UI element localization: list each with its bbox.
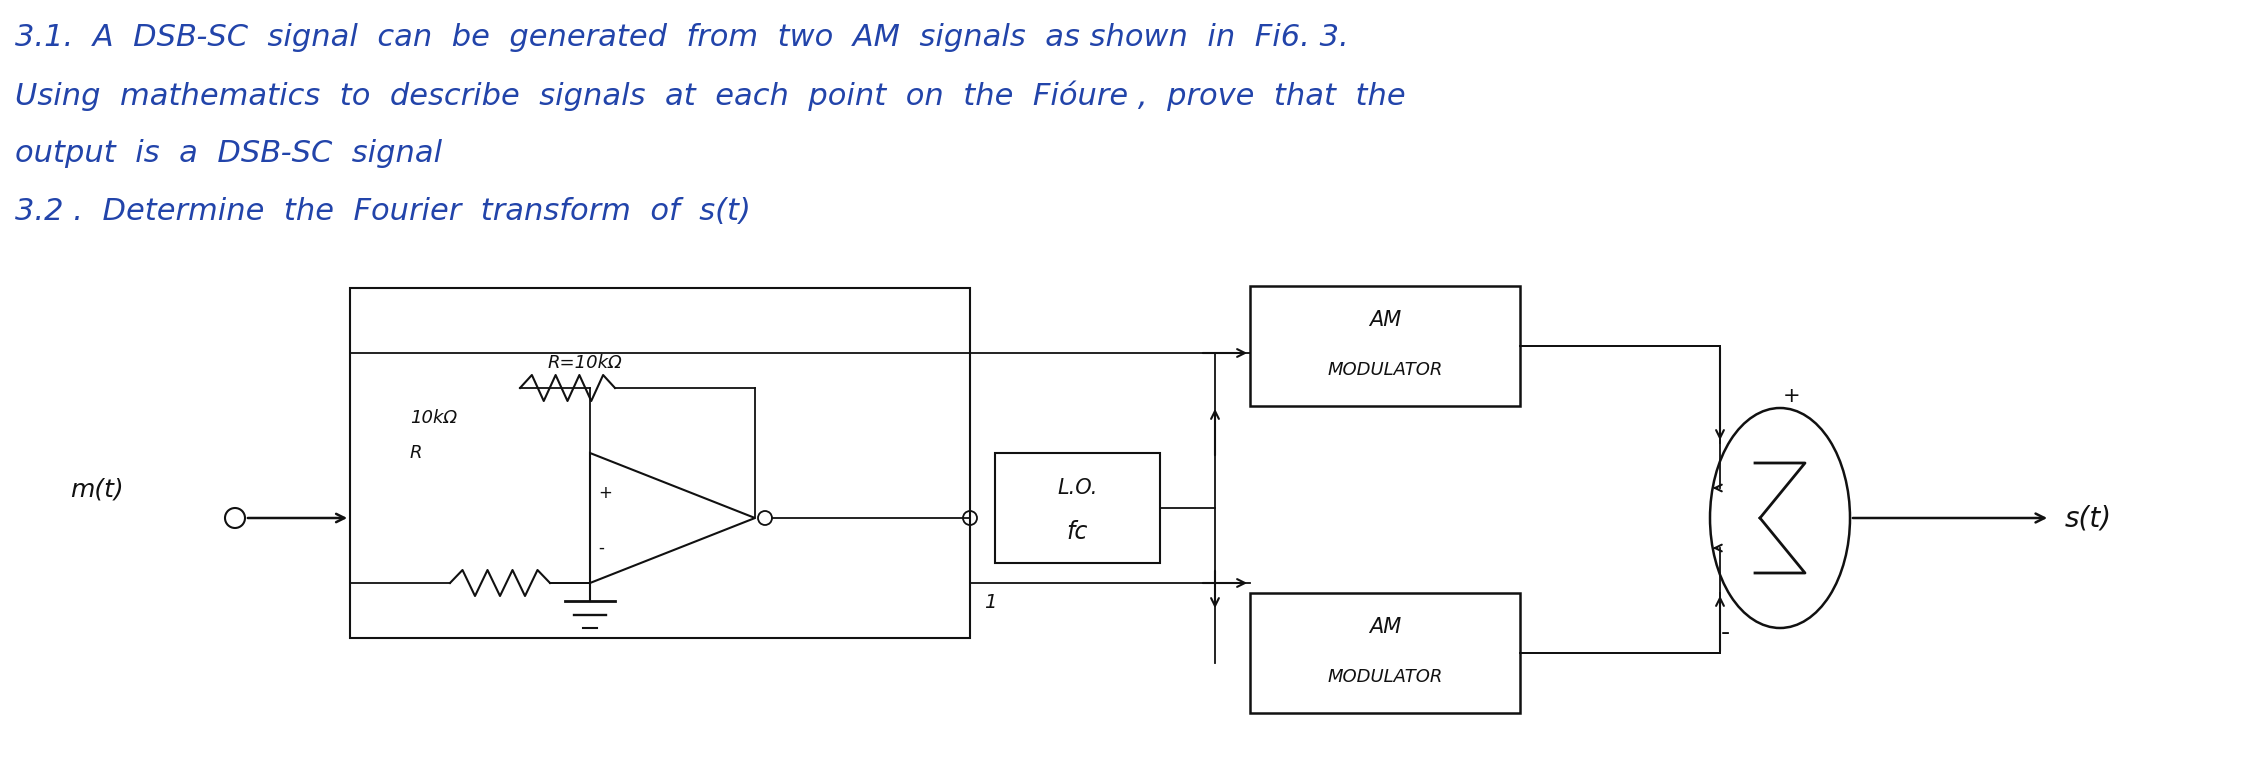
Bar [1250, 286, 1520, 406]
Text: Using  mathematics  to  describe  signals  at  each  point  on  the  Fióure ,  p: Using mathematics to describe signals at… [16, 81, 1405, 111]
Bar [995, 453, 1160, 563]
Text: +: + [599, 484, 613, 502]
Text: AM: AM [1369, 310, 1401, 329]
Text: L.O.: L.O. [1056, 478, 1097, 498]
Text: -: - [599, 539, 604, 557]
Text: 10kΩ: 10kΩ [410, 409, 457, 427]
Text: fc: fc [1067, 520, 1088, 545]
Text: s(t): s(t) [2065, 504, 2112, 532]
Bar [349, 288, 971, 638]
Text: 1: 1 [984, 594, 995, 613]
Text: 3.1.  A  DSB-SC  signal  can  be  generated  from  two  AM  signals  as shown  i: 3.1. A DSB-SC signal can be generated fr… [16, 24, 1349, 52]
Text: m(t): m(t) [70, 478, 124, 502]
Bar [1250, 593, 1520, 713]
Text: +: + [1784, 386, 1802, 406]
Text: -: - [1721, 621, 1730, 645]
Text: R: R [410, 444, 423, 462]
Text: 3.2 .  Determine  the  Fourier  transform  of  s(t): 3.2 . Determine the Fourier transform of… [16, 197, 750, 227]
Text: R=10kΩ: R=10kΩ [547, 354, 622, 372]
Text: AM: AM [1369, 617, 1401, 637]
Text: MODULATOR: MODULATOR [1326, 361, 1444, 379]
Text: MODULATOR: MODULATOR [1326, 668, 1444, 686]
Text: output  is  a  DSB-SC  signal: output is a DSB-SC signal [16, 140, 441, 168]
